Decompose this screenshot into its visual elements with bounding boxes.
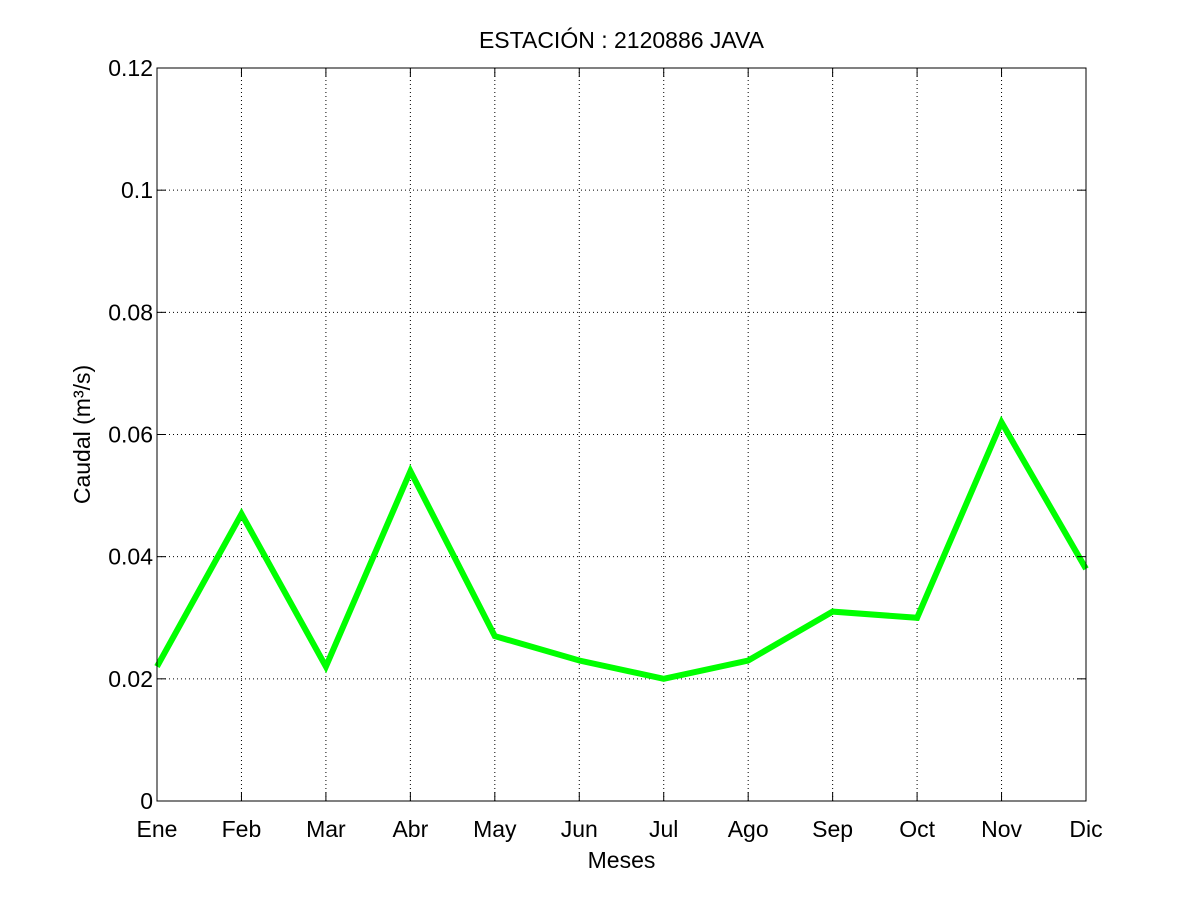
x-tick-label: Jun [561, 816, 598, 842]
x-tick-label: Abr [392, 816, 428, 842]
x-tick-label: Oct [899, 816, 935, 842]
x-tick-label: Jul [649, 816, 678, 842]
y-tick-label: 0 [140, 788, 153, 814]
y-tick-label: 0.04 [108, 544, 153, 570]
y-tick-label: 0.06 [108, 422, 153, 448]
y-tick-label: 0.1 [121, 177, 153, 203]
x-tick-label: Sep [812, 816, 853, 842]
y-tick-label: 0.12 [108, 55, 153, 81]
x-tick-label: May [473, 816, 517, 842]
x-tick-label: Mar [306, 816, 346, 842]
axis-ticks [156, 67, 1087, 802]
x-tick-label: Dic [1069, 816, 1102, 842]
x-tick-label: Ago [728, 816, 769, 842]
y-axis-label: Caudal (m³/s) [69, 365, 95, 504]
chart-title: ESTACIÓN : 2120886 JAVA [479, 27, 765, 53]
series-layer [154, 415, 1089, 682]
y-tick-labels: 0 0.02 0.04 0.06 0.08 0.1 0.12 [108, 55, 153, 814]
grid [157, 68, 1086, 801]
y-tick-label: 0.08 [108, 299, 153, 325]
x-tick-labels: Ene Feb Mar Abr May Jun Jul Ago Sep Oct Nov Dic [137, 816, 1103, 842]
x-axis-label: Meses [588, 847, 656, 873]
series-line [154, 415, 1089, 682]
x-tick-label: Ene [137, 816, 178, 842]
y-tick-label: 0.02 [108, 666, 153, 692]
x-tick-label: Feb [222, 816, 262, 842]
x-tick-label: Nov [981, 816, 1022, 842]
